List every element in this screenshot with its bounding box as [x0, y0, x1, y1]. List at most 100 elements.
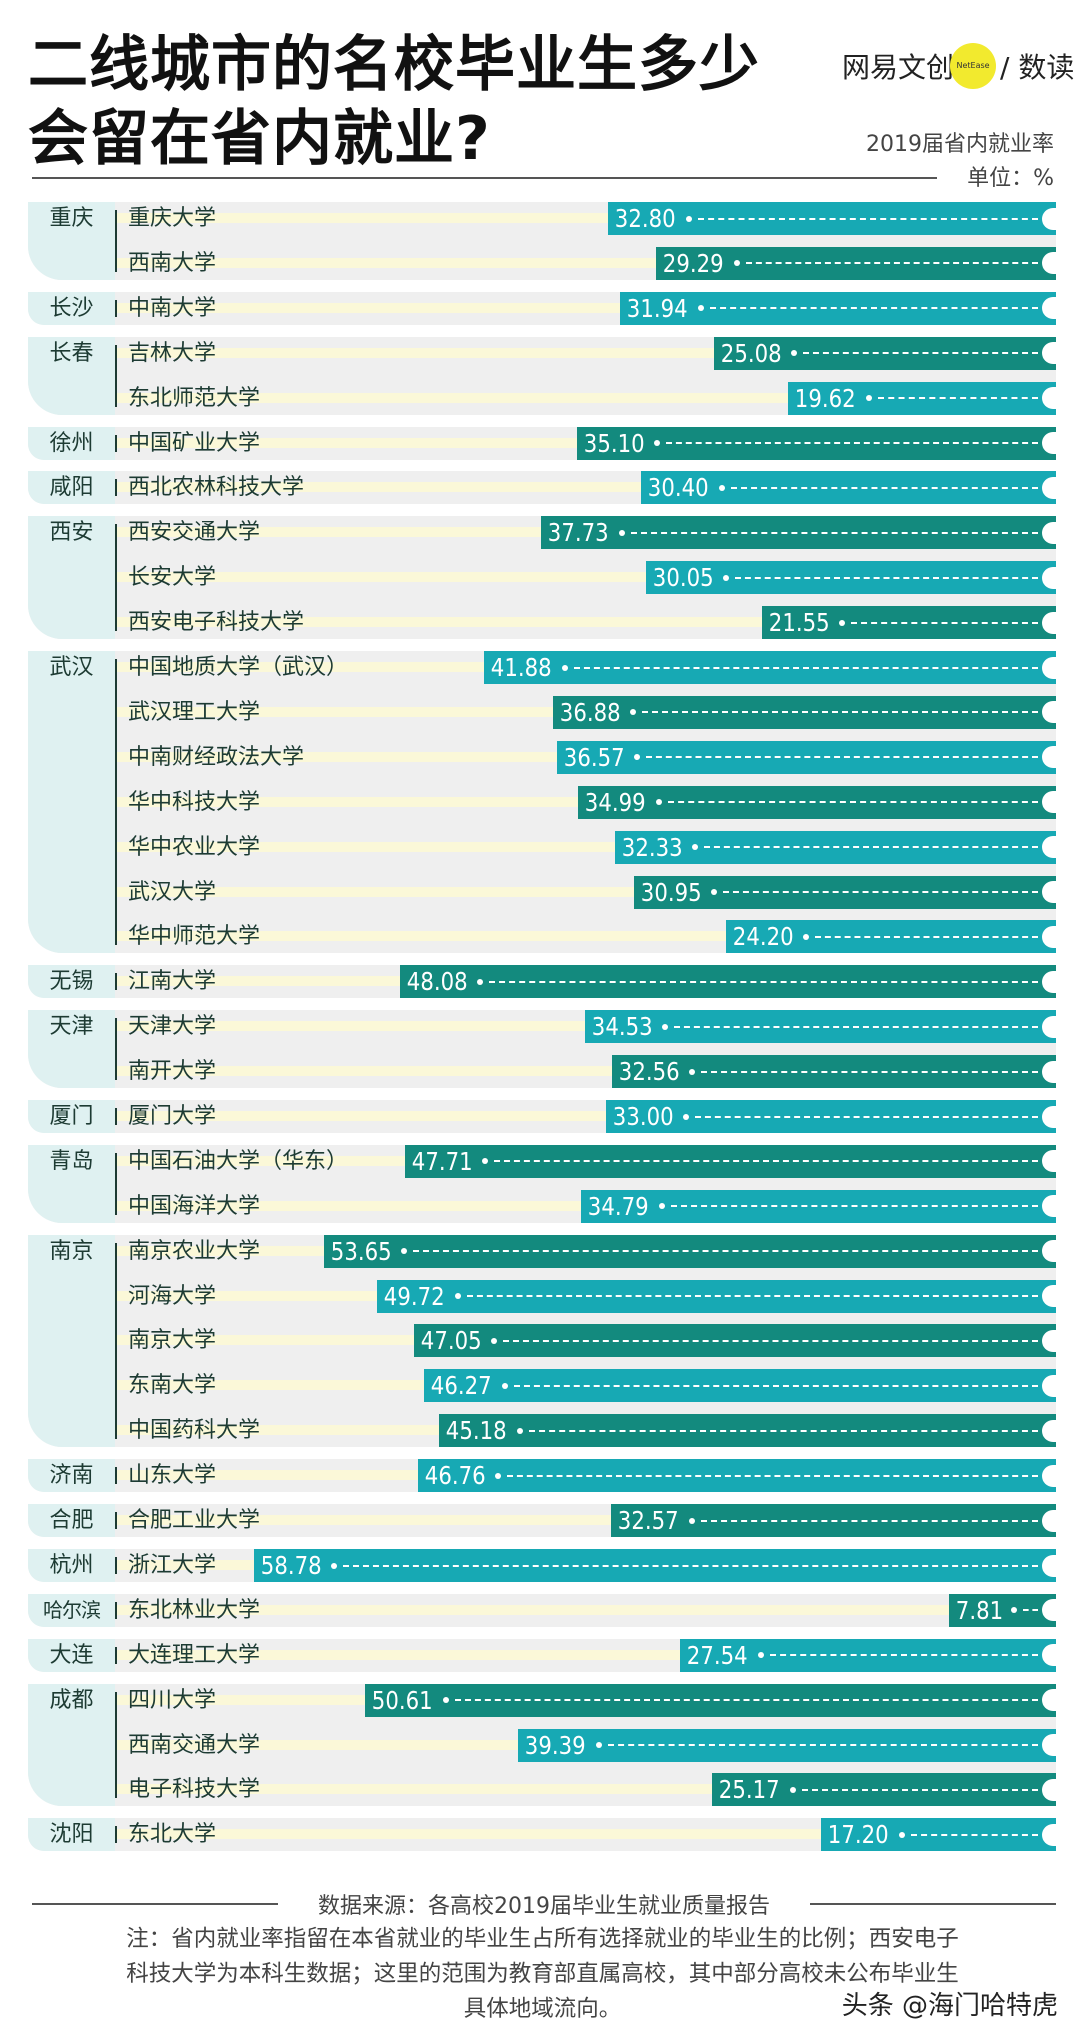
row-stripe [117, 1829, 822, 1840]
row-stripe [117, 1694, 366, 1705]
city-label: 无锡 [49, 969, 94, 995]
city-group: 无锡 江南大学 48.08 [28, 965, 1056, 999]
bar-dashed-line [709, 307, 1038, 310]
bar-end-cap [1041, 1509, 1056, 1532]
bar: 19.62 [788, 381, 1056, 415]
bar: 47.05 [413, 1324, 1056, 1358]
bar-dot-marker [630, 709, 637, 716]
school-name: 东北大学 [128, 1822, 217, 1848]
school-name: 南京大学 [128, 1328, 217, 1354]
bar: 30.40 [641, 471, 1056, 505]
bar-dot-marker [477, 978, 484, 985]
bar-end-cap [1041, 656, 1056, 679]
bar-end-cap [1041, 1285, 1056, 1308]
city-group: 哈尔滨 东北林业大学 7.81 [28, 1593, 1056, 1627]
school-name: 武汉大学 [128, 879, 217, 905]
city-group: 长春 吉林大学 25.08 东北师范大学 19.62 [28, 336, 1056, 415]
chart-subtitle: 2019届省内就业率 [866, 132, 1054, 157]
school-name: 中国矿业大学 [128, 430, 261, 456]
data-label: 30.40 [647, 473, 709, 503]
bar-dot-marker [683, 1113, 690, 1120]
bar-dot-marker [634, 754, 641, 761]
city-divider [115, 299, 117, 317]
row-stripe [117, 1335, 414, 1346]
bar-dashed-line [704, 846, 1038, 849]
bar: 45.18 [439, 1414, 1056, 1448]
bar-end-cap [1041, 342, 1056, 365]
row-stripe [117, 1739, 519, 1750]
city-band [28, 426, 115, 460]
school-name: 东南大学 [128, 1373, 217, 1399]
city-label: 沈阳 [49, 1822, 94, 1848]
bar-dashed-line [573, 666, 1038, 669]
source-divider-left [32, 1903, 278, 1905]
city-group: 南京 南京农业大学 53.65 河海大学 49.72 南京大学 47.05 东南大学 46.27… [28, 1234, 1056, 1448]
bar-dot-marker [662, 1023, 669, 1030]
bar-dot-marker [791, 350, 798, 357]
bar-end-cap [1041, 1240, 1056, 1263]
row-stripe [117, 1515, 612, 1526]
bar-dot-marker [491, 1337, 498, 1344]
city-label: 哈尔滨 [43, 1597, 101, 1622]
city-divider [115, 1467, 117, 1485]
school-name: 电子科技大学 [128, 1777, 261, 1803]
school-name: 合肥工业大学 [128, 1508, 261, 1534]
bar-dashed-line [494, 1160, 1038, 1163]
city-band [28, 1010, 115, 1089]
city-band [28, 1638, 115, 1672]
bar: 36.88 [552, 695, 1056, 729]
city-group: 青岛 中国石油大学（华东） 47.71 中国海洋大学 34.79 [28, 1144, 1056, 1223]
city-divider [115, 210, 117, 272]
data-label: 30.95 [640, 877, 702, 907]
bar-dashed-line [1023, 1609, 1038, 1612]
bar-dot-marker [898, 1831, 905, 1838]
title-line-1: 二线城市的名校毕业生多少 [28, 30, 760, 100]
city-label: 徐州 [49, 430, 94, 456]
bar-dashed-line [815, 935, 1038, 938]
city-band [28, 1683, 115, 1807]
city-divider [115, 1108, 117, 1125]
data-label: 33.00 [612, 1102, 674, 1131]
data-label: 36.88 [559, 697, 621, 727]
city-label: 合肥 [49, 1508, 94, 1534]
bar-dashed-line [513, 1384, 1038, 1387]
row-stripe [117, 706, 553, 717]
city-divider [115, 1152, 117, 1215]
city-band [28, 202, 115, 280]
bar-end-cap [1041, 701, 1056, 724]
row-stripe [117, 1649, 681, 1660]
bar: 25.17 [712, 1773, 1056, 1807]
school-name: 浙江大学 [128, 1553, 217, 1578]
bar-dot-marker [658, 1203, 665, 1210]
school-name: 江南大学 [128, 969, 217, 995]
school-name: 中国药科大学 [128, 1418, 261, 1444]
bar: 34.53 [584, 1010, 1056, 1044]
bar-dot-marker [865, 395, 872, 402]
city-divider [115, 1242, 117, 1440]
city-label: 长春 [49, 340, 94, 366]
bar-dot-marker [595, 1742, 602, 1749]
city-divider [115, 1601, 117, 1619]
school-name: 东北林业大学 [128, 1597, 261, 1623]
bar-end-cap [1041, 881, 1056, 903]
bar-end-cap [1041, 1644, 1056, 1667]
city-group: 沈阳 东北大学 17.20 [28, 1818, 1056, 1852]
bar-end-cap [1041, 1554, 1056, 1577]
data-label: 34.99 [585, 787, 647, 817]
data-label: 36.57 [563, 742, 625, 772]
bar-dot-marker [723, 574, 730, 581]
bar-dashed-line [489, 980, 1038, 983]
bar-dashed-line [607, 1744, 1038, 1747]
bar-dot-marker [655, 799, 662, 806]
school-name: 武汉理工大学 [128, 699, 261, 725]
footnote-line-2: 科技大学为本科生数据；这里的范围为教育部直属高校，其中部分高校未公布毕业生 [126, 1961, 959, 1987]
bar-end-cap [1041, 1599, 1056, 1622]
bar-end-cap [1041, 836, 1056, 859]
city-label: 重庆 [49, 206, 94, 231]
source-row: 数据来源：各高校2019届毕业生就业质量报告 [32, 1888, 1056, 1920]
bar: 50.61 [365, 1683, 1056, 1717]
school-name: 东北师范大学 [128, 385, 261, 411]
data-label: 41.88 [491, 653, 552, 682]
bar: 30.95 [633, 875, 1056, 909]
city-band [28, 1549, 115, 1582]
